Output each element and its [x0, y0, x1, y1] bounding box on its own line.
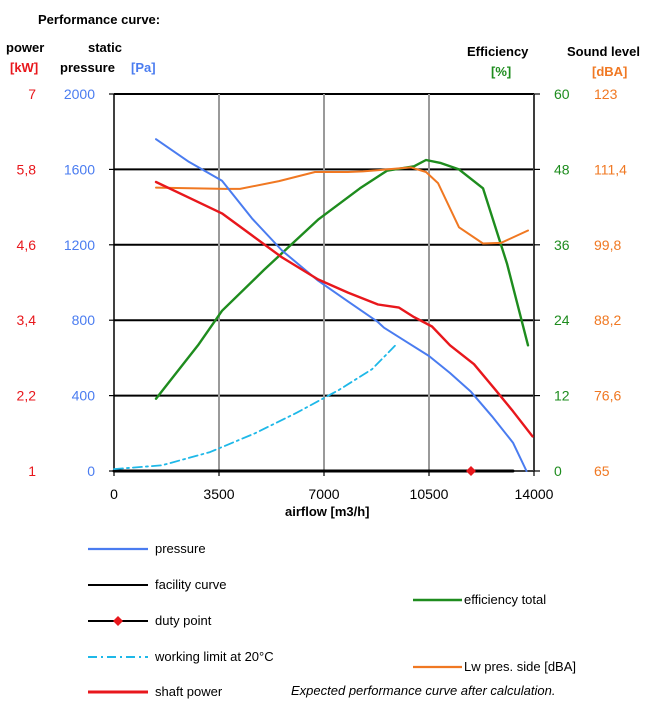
legend: pressure facility curve duty point worki…	[88, 541, 576, 699]
pressure-tick-label: 1600	[64, 161, 95, 177]
power-tick-label: 7	[28, 86, 36, 102]
sound-tick-label: 111,4	[594, 161, 627, 177]
legend-working: working limit at 20°C	[154, 649, 274, 664]
legend-duty: duty point	[155, 613, 212, 628]
pressure-tick-label: 800	[72, 312, 96, 328]
lw-pres-side-dba-line	[155, 166, 529, 245]
legend-duty-marker	[113, 616, 123, 626]
efficiency-tick-label: 60	[554, 86, 570, 102]
legend-efficiency: efficiency total	[464, 592, 546, 607]
working-limit-at-20-c-line	[113, 343, 397, 471]
legend-sound: Lw pres. side [dBA]	[464, 659, 576, 674]
tick-labels: 1 2,2 3,4 4,6 5,8 7 0 400 800 1200 1600 2000 0 12 24 36…	[17, 86, 628, 502]
pressure-line	[155, 138, 528, 472]
x-tick-label: 0	[110, 486, 118, 502]
power-tick-label: 2,2	[17, 388, 37, 404]
power-axis-unit: [kW]	[10, 60, 38, 75]
power-tick-label: 1	[28, 463, 36, 479]
pressure-tick-label: 1200	[64, 237, 95, 253]
pressure-axis-label: pressure	[60, 60, 115, 75]
x-tick-label: 3500	[203, 486, 234, 502]
legend-shaft: shaft power	[155, 684, 223, 699]
sound-tick-label: 88,2	[594, 312, 621, 328]
efficiency-axis-label: Efficiency	[467, 44, 529, 59]
grid-lines	[109, 93, 540, 476]
pressure-axis-unit: [Pa]	[131, 60, 156, 75]
legend-pressure: pressure	[155, 541, 206, 556]
pressure-tick-label: 0	[87, 463, 95, 479]
sound-tick-label: 99,8	[594, 237, 621, 253]
pressure-tick-label: 2000	[64, 86, 95, 102]
pressure-tick-label: 400	[72, 388, 96, 404]
power-axis-label: power	[6, 40, 44, 55]
chart-title: Performance curve:	[38, 12, 160, 27]
sound-axis-label: Sound level	[567, 44, 640, 59]
duty-point-marker	[466, 466, 476, 476]
x-tick-label: 14000	[515, 486, 554, 502]
efficiency-axis-unit: [%]	[491, 64, 511, 79]
x-axis-label: airflow [m3/h]	[285, 504, 370, 519]
legend-facility: facility curve	[155, 577, 227, 592]
sound-axis-unit: [dBA]	[592, 64, 627, 79]
efficiency-tick-label: 0	[554, 463, 562, 479]
series-lines	[112, 138, 534, 476]
power-tick-label: 3,4	[17, 312, 37, 328]
pressure-axis-label-top: static	[88, 40, 122, 55]
efficiency-tick-label: 48	[554, 161, 570, 177]
footnote: Expected performance curve after calcula…	[291, 683, 555, 698]
power-tick-label: 4,6	[17, 237, 37, 253]
efficiency-tick-label: 36	[554, 237, 570, 253]
sound-tick-label: 65	[594, 463, 610, 479]
sound-tick-label: 76,6	[594, 388, 621, 404]
efficiency-tick-label: 24	[554, 312, 570, 328]
efficiency-tick-label: 12	[554, 388, 570, 404]
power-tick-label: 5,8	[17, 161, 37, 177]
shaft-power-line	[154, 180, 534, 438]
x-tick-label: 10500	[410, 486, 449, 502]
sound-tick-label: 123	[594, 86, 618, 102]
x-tick-label: 7000	[308, 486, 339, 502]
